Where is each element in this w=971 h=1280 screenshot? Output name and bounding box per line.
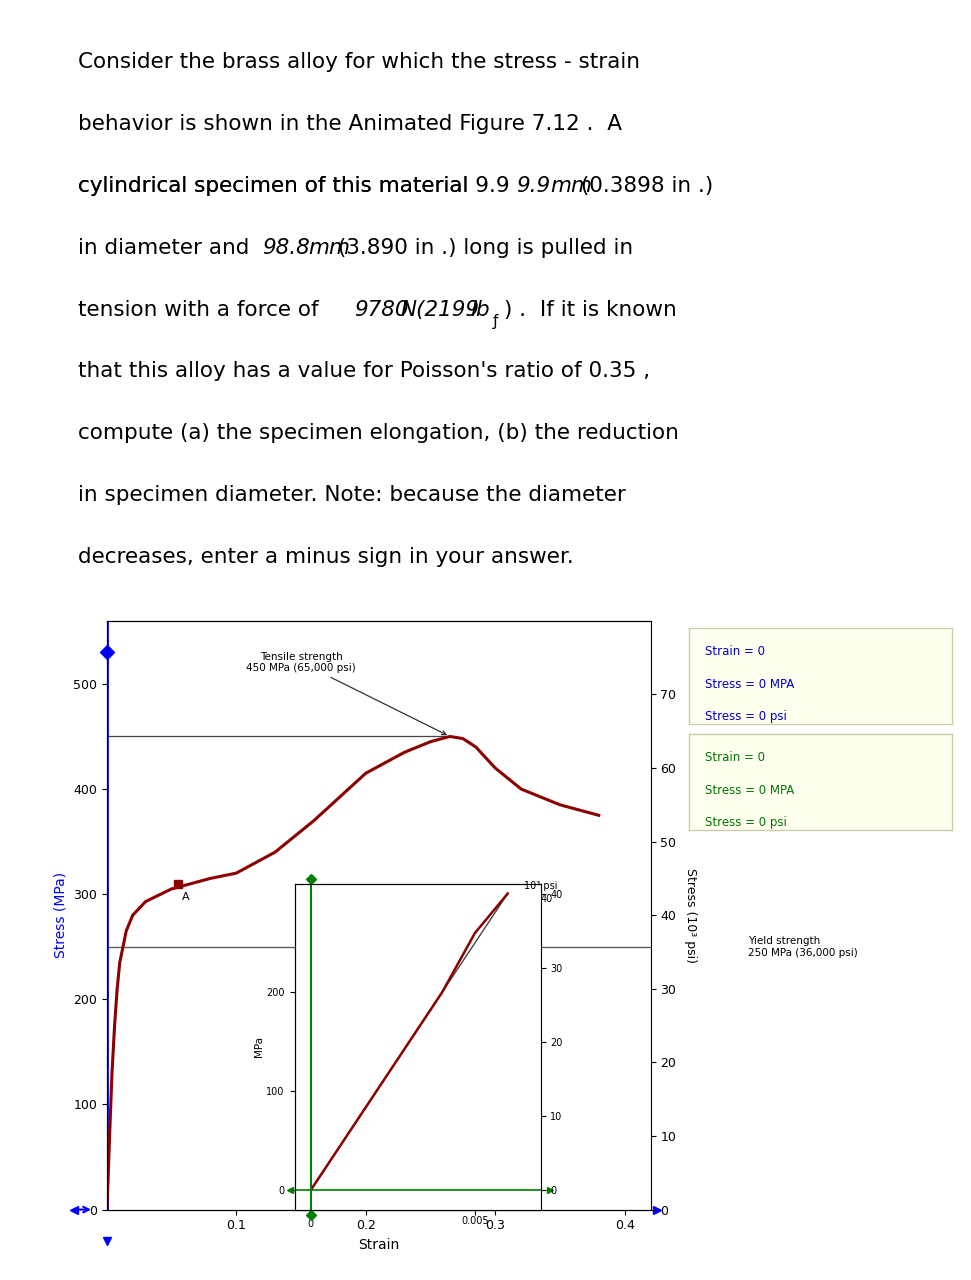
Text: 40: 40 (541, 893, 552, 904)
Text: Stress = 0 MPA: Stress = 0 MPA (705, 677, 794, 691)
Y-axis label: Stress (10³ psi): Stress (10³ psi) (685, 868, 697, 963)
Text: Tensile strength
450 MPa (65,000 psi): Tensile strength 450 MPa (65,000 psi) (246, 652, 446, 735)
Text: compute (a) the specimen elongation, (b) the reduction: compute (a) the specimen elongation, (b)… (78, 424, 679, 443)
Text: Stress = 0 psi: Stress = 0 psi (705, 710, 787, 723)
Text: tension with a force of: tension with a force of (78, 300, 325, 320)
Text: N(2199: N(2199 (401, 300, 480, 320)
Text: Consider the brass alloy for which the stress - strain: Consider the brass alloy for which the s… (78, 51, 640, 72)
Text: cylindrical specimen of this material: cylindrical specimen of this material (78, 175, 475, 196)
Text: mm: mm (551, 175, 592, 196)
Text: mm: mm (309, 238, 351, 257)
Text: in diameter and: in diameter and (78, 238, 256, 257)
Text: (3.890 in .) long is pulled in: (3.890 in .) long is pulled in (331, 238, 634, 257)
Text: Strain = 0: Strain = 0 (705, 751, 765, 764)
Text: Strain = 0: Strain = 0 (705, 645, 765, 658)
Text: ) .  If it is known: ) . If it is known (505, 300, 677, 320)
Text: decreases, enter a minus sign in your answer.: decreases, enter a minus sign in your an… (78, 548, 574, 567)
Text: (0.3898 in .): (0.3898 in .) (574, 175, 713, 196)
Text: ƒ: ƒ (493, 314, 498, 329)
Text: in specimen diameter. Note: because the diameter: in specimen diameter. Note: because the … (78, 485, 625, 506)
Text: Yield strength
250 MPa (36,000 psi): Yield strength 250 MPa (36,000 psi) (749, 936, 858, 957)
Text: cylindrical specimen of this material 9.9⁠mm (0.3898 in .): cylindrical specimen of this material 9.… (78, 175, 690, 196)
Text: cylindrical specimen of this material 9.9: cylindrical specimen of this material 9.… (78, 175, 510, 196)
Text: 0.005: 0.005 (461, 1216, 488, 1226)
X-axis label: Strain: Strain (358, 1238, 399, 1252)
Y-axis label: MPa: MPa (253, 1036, 263, 1057)
Text: A: A (182, 892, 189, 902)
Text: Stress = 0 psi: Stress = 0 psi (705, 817, 787, 829)
Text: 9780: 9780 (354, 300, 409, 320)
Text: 9.9: 9.9 (516, 175, 551, 196)
Text: 98.8: 98.8 (262, 238, 310, 257)
Text: Stress = 0 MPA: Stress = 0 MPA (705, 783, 794, 797)
Text: that this alloy has a value for Poisson's ratio of 0.35 ,: that this alloy has a value for Poisson'… (78, 361, 650, 381)
Text: behavior is shown in the Animated Figure 7.12 .  A: behavior is shown in the Animated Figure… (78, 114, 621, 133)
Y-axis label: Stress (MPa): Stress (MPa) (53, 872, 68, 959)
Text: lb: lb (470, 300, 489, 320)
Text: 10³ psi: 10³ psi (524, 881, 557, 891)
